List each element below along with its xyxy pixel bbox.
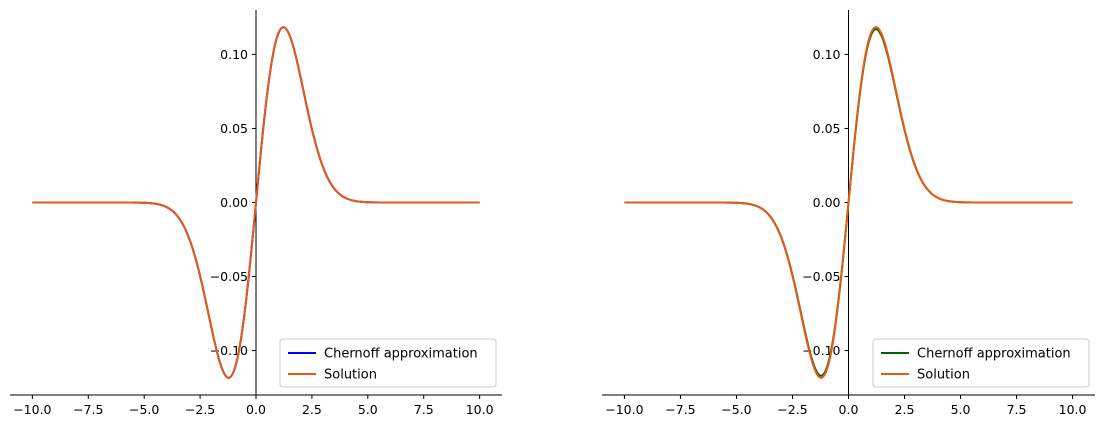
x-tick-label: −5.0 xyxy=(129,402,159,417)
y-tick-label: 0.10 xyxy=(220,47,248,62)
x-tick-label: −7.5 xyxy=(73,402,103,417)
y-tick-label: 0.05 xyxy=(813,121,841,136)
x-tick-label: −2.5 xyxy=(185,402,215,417)
legend-label: Chernoff approximation xyxy=(917,347,1071,362)
x-tick-label: 0.0 xyxy=(246,402,266,417)
x-tick-label: 5.0 xyxy=(951,402,971,417)
x-tick-label: −5.0 xyxy=(721,402,751,417)
legend-label: Solution xyxy=(917,368,970,383)
legend: Chernoff approximation Solution xyxy=(279,338,497,388)
y-tick-label: 0.00 xyxy=(220,195,248,210)
y-tick-label: 0.10 xyxy=(813,47,841,62)
x-tick-label: −10.0 xyxy=(605,402,643,417)
x-tick-label: 2.5 xyxy=(302,402,322,417)
x-tick-label: −2.5 xyxy=(777,402,807,417)
x-tick-label: 10.0 xyxy=(466,402,494,417)
series-line-solution xyxy=(624,26,1073,379)
y-tick-label: 0.00 xyxy=(813,195,841,210)
x-tick-label: 7.5 xyxy=(414,402,434,417)
legend: Chernoff approximation Solution xyxy=(872,338,1090,388)
x-tick-label: 10.0 xyxy=(1059,402,1087,417)
x-tick-label: −7.5 xyxy=(665,402,695,417)
chart-panel-2: −10.0 −7.5 −5.0 −2.5 0.0 2.5 5.0 7.5 10.0−0.10−0… xyxy=(602,10,1095,417)
y-tick-label: −0.05 xyxy=(210,269,248,284)
series-line-solution xyxy=(32,26,480,379)
legend-box xyxy=(872,338,1090,388)
x-tick-label: 0.0 xyxy=(839,402,859,417)
y-tick-label: −0.05 xyxy=(802,269,840,284)
x-tick-label: 5.0 xyxy=(358,402,378,417)
x-tick-label: 2.5 xyxy=(895,402,915,417)
legend-label: Chernoff approximation xyxy=(324,347,478,362)
y-tick-label: 0.05 xyxy=(220,121,248,136)
x-tick-label: −10.0 xyxy=(13,402,51,417)
legend-box xyxy=(279,338,497,388)
x-tick-label: 7.5 xyxy=(1007,402,1027,417)
chart-panel-1: −10.0 −7.5 −5.0 −2.5 0.0 2.5 5.0 7.5 10.0−0.10−0… xyxy=(10,10,502,417)
legend-label: Solution xyxy=(324,368,377,383)
